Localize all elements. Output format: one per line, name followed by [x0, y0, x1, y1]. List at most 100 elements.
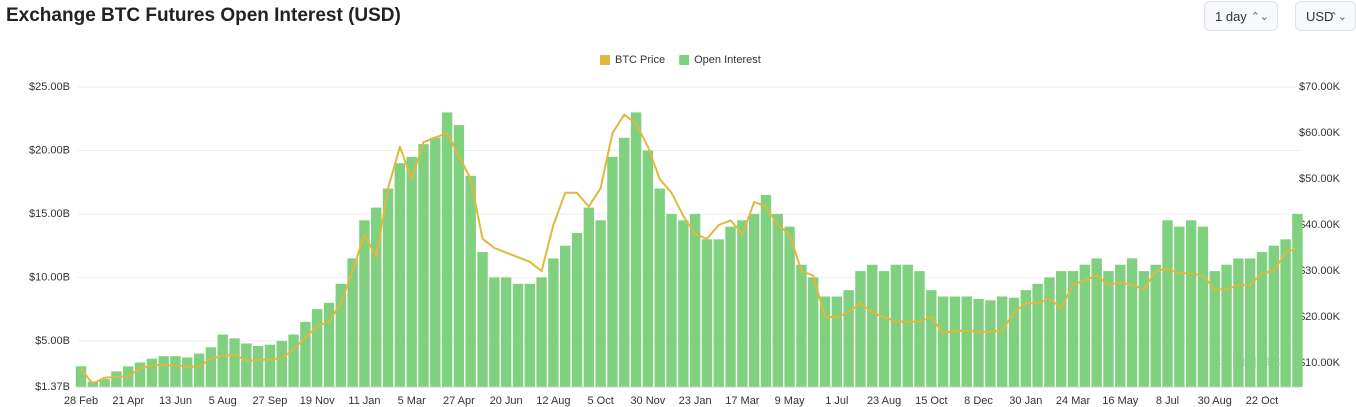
bar — [1268, 245, 1280, 387]
bar — [229, 338, 240, 387]
x-tick-label: 30 Aug — [1198, 395, 1232, 407]
bar — [1280, 239, 1291, 387]
bar — [276, 340, 287, 387]
bar — [335, 283, 347, 387]
bar — [382, 188, 394, 387]
title: Exchange BTC Futures Open Interest (USD) — [6, 5, 401, 26]
x-tick-label: 30 Jan — [1009, 395, 1042, 407]
bar — [465, 175, 476, 387]
y2-tick-label: $20.00K — [1299, 311, 1341, 323]
bar — [619, 137, 630, 387]
x-tick-label: 5 Aug — [209, 395, 237, 407]
bar — [441, 112, 453, 387]
y2-tick-label: $50.00K — [1299, 173, 1341, 185]
bar — [961, 296, 972, 387]
bar — [808, 277, 819, 387]
bar — [1233, 258, 1244, 387]
bar — [371, 207, 382, 387]
bar — [1256, 252, 1268, 387]
bar — [1056, 271, 1067, 387]
bar — [99, 379, 110, 387]
bar — [867, 264, 878, 387]
x-tick-label: 21 Apr — [112, 395, 144, 407]
bar — [1185, 220, 1197, 387]
x-tick-label: 19 Nov — [300, 395, 335, 407]
bar — [1067, 271, 1079, 387]
x-tick-label: 11 Jan — [348, 395, 380, 407]
bar — [1174, 226, 1185, 387]
bar — [182, 357, 193, 387]
y2-tick-label: $30.00K — [1299, 265, 1341, 277]
bar — [1103, 271, 1114, 387]
bar — [347, 258, 358, 387]
bar — [75, 366, 87, 387]
bar — [985, 300, 996, 387]
bar — [926, 290, 937, 387]
bar — [937, 296, 949, 387]
x-tick-label: 22 Oct — [1246, 395, 1278, 407]
y2-tick-label: $40.00K — [1299, 219, 1341, 231]
bar — [772, 213, 783, 387]
bar — [654, 188, 665, 387]
bar — [1150, 264, 1161, 387]
bar — [878, 271, 890, 387]
bar — [264, 344, 276, 387]
bar — [607, 156, 618, 387]
bar — [1162, 220, 1173, 387]
bar — [489, 277, 500, 387]
y2-tick-label: $70.00K — [1299, 81, 1341, 93]
bar — [701, 239, 713, 387]
bar — [205, 347, 217, 387]
bar — [288, 334, 299, 387]
bar — [583, 207, 595, 387]
currency-select[interactable]: USD ⌃⌄ — [1295, 1, 1356, 31]
x-tick-label: 13 Jun — [159, 395, 192, 407]
legend-label: BTC Price — [615, 54, 665, 66]
bar — [748, 213, 760, 387]
bar — [642, 150, 654, 387]
bar — [1008, 297, 1020, 387]
bar — [300, 321, 311, 387]
bar — [312, 309, 323, 387]
bar — [831, 296, 843, 387]
bar — [111, 371, 122, 387]
x-tick-label: 8 Dec — [964, 395, 993, 407]
bar — [1020, 290, 1031, 387]
x-tick-label: 12 Aug — [536, 395, 570, 407]
bar — [170, 356, 181, 387]
currency-value: USD — [1306, 9, 1334, 24]
x-tick-label: 20 Jun — [490, 395, 523, 407]
x-tick-label: 16 May — [1102, 395, 1139, 407]
bar — [914, 271, 925, 387]
bar — [1138, 271, 1150, 387]
bar — [418, 144, 429, 387]
bar — [1209, 271, 1220, 387]
bar — [678, 220, 689, 387]
x-tick-label: 30 Nov — [630, 395, 665, 407]
bar — [890, 264, 902, 387]
bar — [1244, 258, 1256, 387]
bar — [252, 345, 264, 387]
y-tick-label: $10.00B — [29, 271, 70, 283]
x-tick-label: 9 May — [775, 395, 805, 407]
bar — [1079, 264, 1091, 387]
bar — [689, 213, 701, 387]
x-tick-label: 15 Oct — [915, 395, 947, 407]
bar — [1044, 277, 1055, 387]
bar — [453, 125, 465, 387]
bar — [973, 299, 984, 387]
bar — [796, 264, 807, 387]
bar — [1126, 258, 1138, 387]
interval-select[interactable]: 1 day ⌃⌄ — [1204, 1, 1278, 31]
bar — [146, 358, 158, 387]
bar — [949, 296, 961, 387]
x-tick-label: 1 Jul — [825, 395, 848, 407]
bar — [630, 112, 642, 387]
bar — [595, 220, 606, 387]
bar — [193, 353, 205, 387]
y-tick-label: $15.00B — [29, 208, 70, 220]
x-tick-label: 24 Mar — [1056, 395, 1091, 407]
bar — [1221, 264, 1232, 387]
